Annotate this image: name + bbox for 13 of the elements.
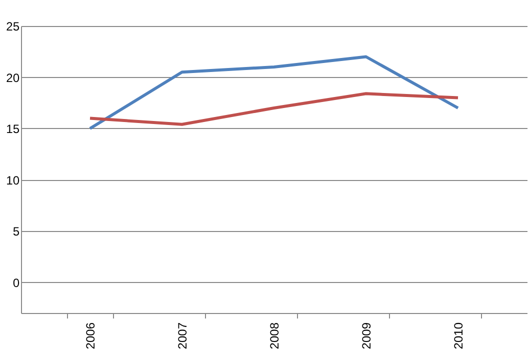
x-tick-label: 2009 bbox=[360, 322, 374, 350]
y-tick-label: 25 bbox=[6, 20, 20, 34]
y-tick-label: 15 bbox=[6, 122, 20, 136]
y-tick-label: 10 bbox=[6, 173, 20, 188]
line-series bbox=[88, 55, 460, 130]
x-tick-label: 2010 bbox=[452, 322, 466, 350]
x-tick-label: 2006 bbox=[84, 322, 98, 350]
line-series bbox=[88, 92, 460, 126]
x-tick-label: 2008 bbox=[268, 322, 282, 350]
y-tick-label: 5 bbox=[12, 224, 20, 238]
y-tick-label: 20 bbox=[6, 70, 20, 85]
x-tick-label: 2007 bbox=[176, 322, 190, 350]
y-tick-label: 0 bbox=[12, 276, 20, 290]
